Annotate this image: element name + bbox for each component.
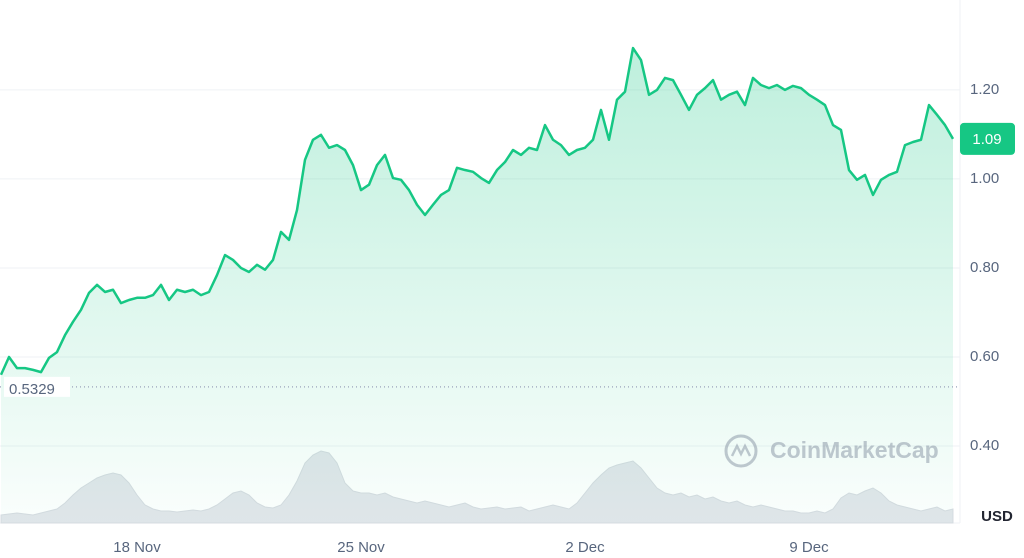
x-tick-label: 25 Nov (337, 539, 385, 556)
reference-label: 0.5329 (9, 381, 55, 398)
watermark-logo (730, 443, 752, 457)
last-price-label: 1.09 (972, 131, 1001, 148)
price-area (1, 48, 953, 523)
y-tick-label: 1.00 (970, 170, 999, 187)
currency-label: USD (981, 508, 1013, 525)
last-price-badge (960, 122, 1015, 155)
reference-label-bg (4, 376, 70, 397)
watermark-logo (724, 434, 758, 468)
price-line (0, 46, 955, 376)
watermark-text: CoinMarketCap (770, 437, 939, 463)
x-tick-label: 2 Dec (565, 539, 605, 556)
x-tick-label: 9 Dec (789, 539, 829, 556)
watermark: CoinMarketCap (724, 434, 939, 468)
y-tick-label: 0.40 (970, 437, 999, 454)
x-tick-label: 18 Nov (113, 539, 161, 556)
y-tick-label: 1.20 (970, 81, 999, 98)
y-tick-label: 0.80 (970, 259, 999, 276)
y-tick-label: 0.60 (970, 348, 999, 365)
